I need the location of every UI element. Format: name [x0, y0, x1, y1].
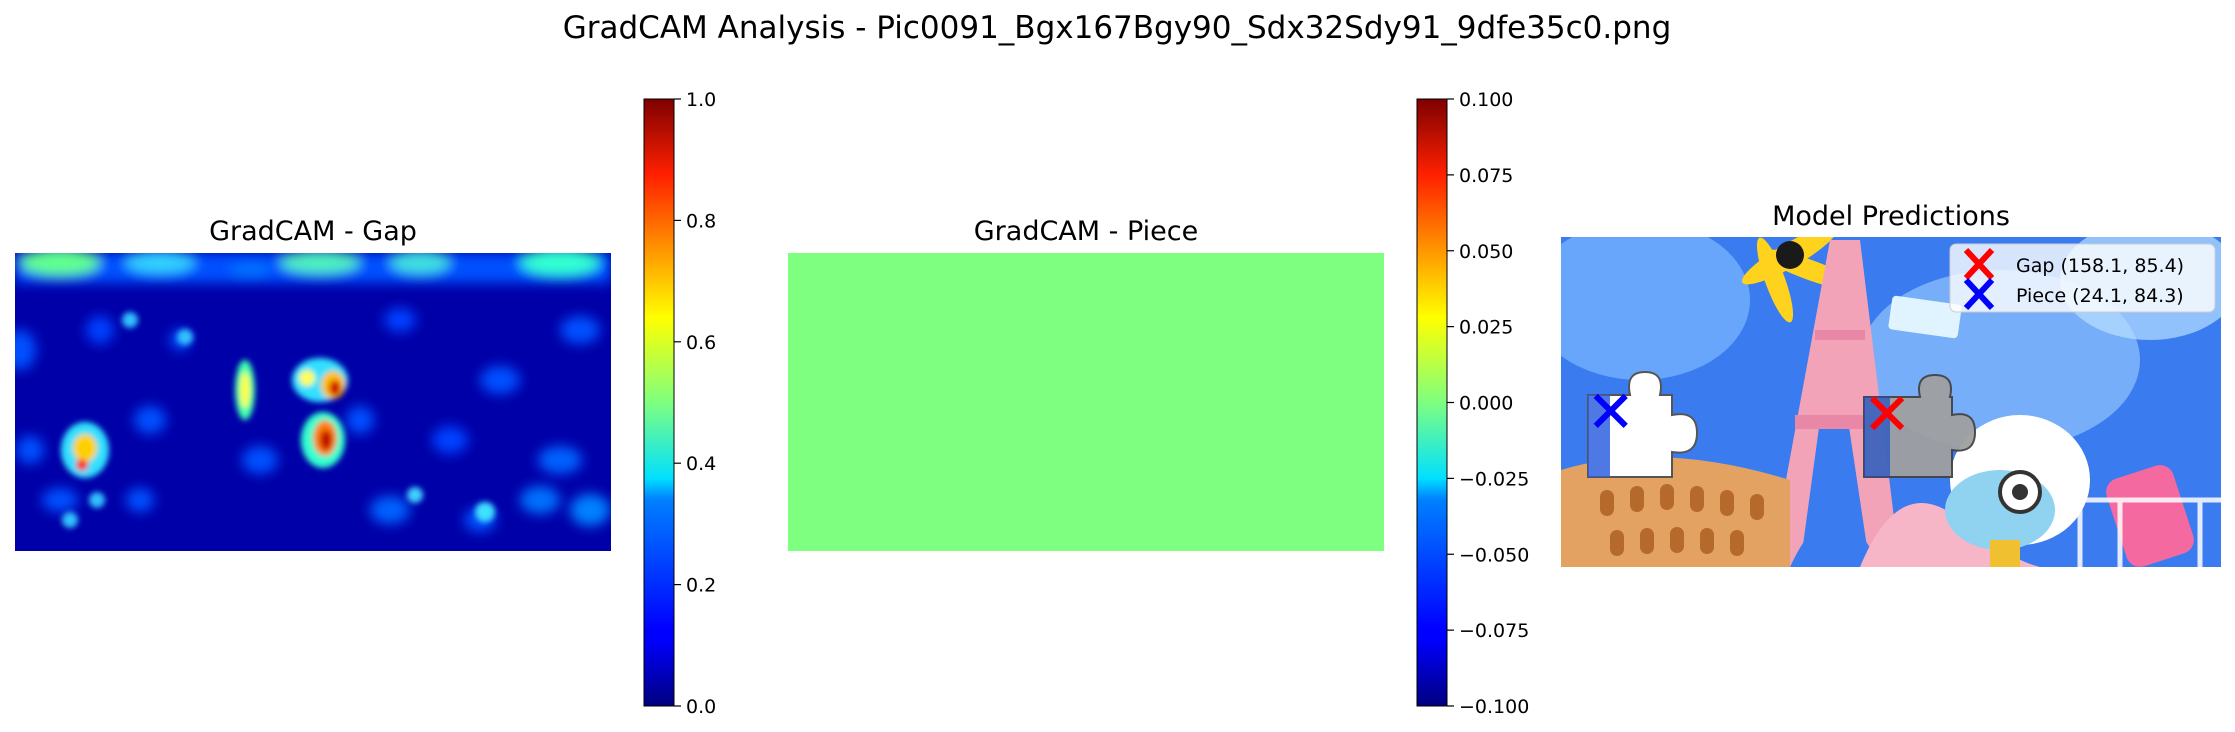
legend-frame	[1949, 243, 2216, 313]
piece-colorbar-tick-label: −0.025	[1459, 468, 1529, 490]
gap-heatmap-image	[15, 253, 611, 551]
eiffel-tower-drawing	[1770, 240, 1900, 567]
gap-colorbar-tick-label: 0.0	[686, 696, 716, 718]
piece-heatmap-panel: GradCAM - Piece	[788, 216, 1384, 551]
legend-gap-label: Gap (158.1, 85.4)	[2016, 255, 2184, 277]
legend-piece-label: Piece (24.1, 84.3)	[2016, 285, 2184, 307]
piece-colorbar-tick-label: −0.075	[1459, 620, 1529, 642]
cartoon-character-drawing	[1945, 415, 2090, 567]
gap-panel-title: GradCAM - Gap	[209, 216, 417, 247]
prediction-markers	[1593, 393, 1905, 431]
predictions-legend: Gap (158.1, 85.4) Piece (24.1, 84.3)	[1949, 243, 2216, 313]
piece-colorbar-tick-label: 0.075	[1459, 165, 1513, 187]
piece-panel-title: GradCAM - Piece	[974, 216, 1199, 247]
piece-colorbar-tick-label: 0.000	[1459, 393, 1513, 415]
gap-colorbar-tick-label: 0.8	[686, 210, 716, 232]
piece-colorbar-tick-label: −0.100	[1459, 696, 1529, 718]
piece-colorbar-gradient	[1416, 98, 1448, 707]
figure-title: GradCAM Analysis - Pic0091_Bgx167Bgy90_S…	[563, 10, 1672, 46]
piece-colorbar-ticks: 0.100 0.075 0.050 0.025 0.000 −0.025 −0.050 −0.…	[1447, 89, 1529, 718]
predictions-panel: Model Predictions	[1561, 201, 2221, 567]
piece-colorbar: 0.100 0.075 0.050 0.025 0.000 −0.025 −0.050 −0.…	[1416, 89, 1529, 718]
piece-colorbar-tick-label: −0.050	[1459, 544, 1529, 566]
gap-colorbar-gradient	[643, 98, 675, 707]
piece-colorbar-tick-label: 0.100	[1459, 89, 1513, 111]
gap-colorbar-tick-label: 1.0	[686, 89, 716, 111]
gap-colorbar-tick-label: 0.2	[686, 575, 716, 597]
gap-prediction-marker	[1869, 396, 1905, 431]
predictions-panel-title: Model Predictions	[1772, 201, 2010, 232]
suitcase-drawing	[2106, 465, 2194, 567]
gap-colorbar-tick-label: 0.6	[686, 332, 716, 354]
gap-colorbar-tick-label: 0.4	[686, 453, 716, 475]
puzzle-piece-drawing	[1587, 370, 1699, 478]
piece-colorbar-tick-label: 0.050	[1459, 241, 1513, 263]
piece-heatmap-image	[788, 253, 1384, 551]
gap-colorbar-ticks: 1.0 0.8 0.6 0.4 0.2 0.0	[674, 89, 716, 718]
legend-piece-marker-icon	[1963, 277, 1995, 311]
colosseum-drawing	[1561, 457, 1790, 567]
gap-colorbar: 1.0 0.8 0.6 0.4 0.2 0.0	[643, 89, 716, 718]
piece-colorbar-tick-label: 0.025	[1459, 317, 1513, 339]
legend-gap-marker-icon	[1963, 247, 1995, 281]
piece-prediction-marker	[1593, 393, 1628, 428]
gap-heatmap-panel: GradCAM - Gap	[15, 216, 611, 551]
